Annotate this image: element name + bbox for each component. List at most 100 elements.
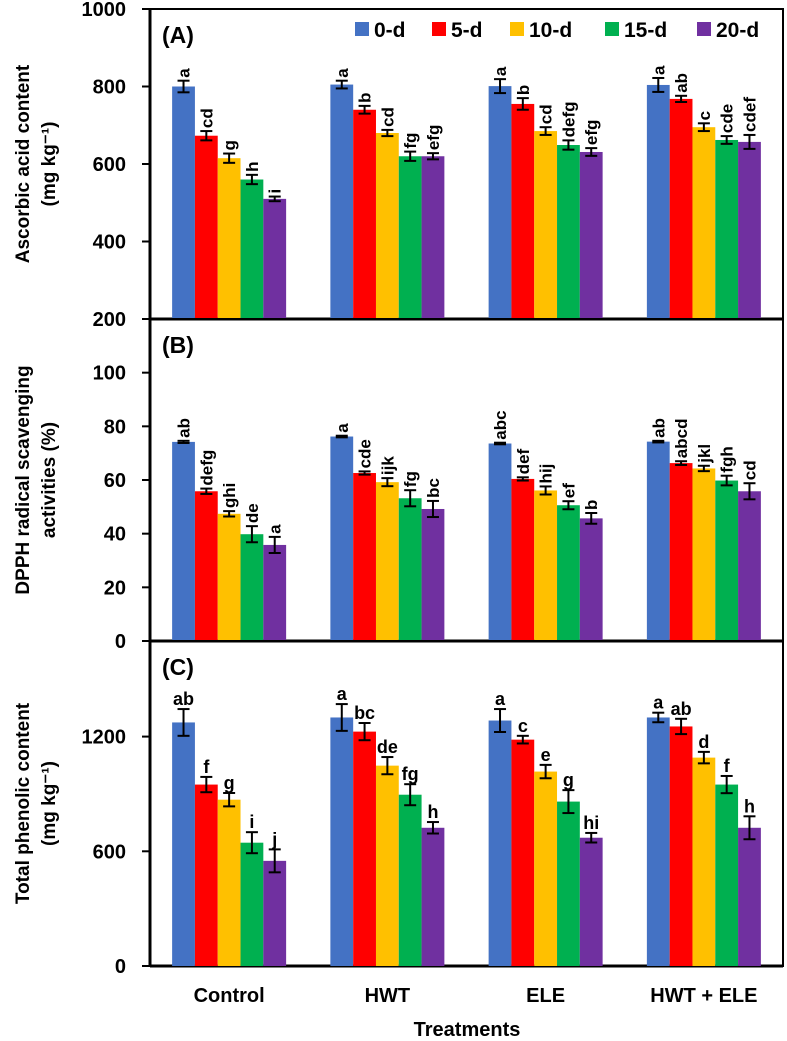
significance-letter: i [249,812,254,832]
bar [488,720,512,966]
significance-letter: efg [582,120,601,146]
panel-label: (B) [162,332,194,358]
y-tick-label: 0 [115,631,126,653]
bar [421,156,445,319]
bar [217,799,241,966]
significance-letter: a [649,65,668,75]
significance-letter: g [224,773,235,793]
bar [715,480,739,641]
significance-letter: h [243,161,262,171]
y-axis-title: DPPH radical scavenging [13,365,34,594]
bar [534,131,558,319]
bar [330,84,354,319]
bar [579,151,603,319]
significance-letter: f [203,757,210,777]
bar [240,179,264,319]
significance-letter: fg [401,471,420,487]
bar [172,722,195,966]
bar [669,98,693,320]
panel-label: (C) [162,654,194,680]
x-tick-label: ELE [526,985,565,1007]
significance-letter: fgh [718,446,737,472]
bar [715,139,739,319]
y-tick-label: 40 [104,524,126,546]
significance-letter: g [220,140,239,150]
bar [375,133,399,319]
legend-swatch [510,22,524,36]
bar [557,801,580,966]
significance-letter: b [514,85,533,95]
significance-letter: hij [537,464,556,484]
bar [534,490,558,641]
significance-letter: defg [559,101,578,137]
bar [375,765,399,966]
x-axis-title: Treatments [414,1019,521,1036]
bar [263,860,287,966]
bar [240,534,264,641]
y-tick-label: 600 [93,841,126,863]
significance-letter: d [698,732,709,752]
bar [646,441,670,641]
y-tick-label: 200 [93,309,126,331]
bar [511,478,535,641]
bar [398,156,422,319]
significance-letter: ab [649,418,668,438]
significance-letter: ghi [220,483,239,509]
y-tick-label: 100 [93,363,126,385]
significance-letter: cdef [740,97,759,132]
bar [375,482,399,641]
significance-letter: a [333,423,352,433]
significance-letter: j [271,829,277,849]
y-tick-label: 1000 [82,0,127,21]
bar [557,505,580,641]
significance-letter: ab [175,418,194,438]
y-tick-label: 600 [93,154,126,176]
significance-letter: a [495,689,506,709]
legend-label: 10-d [529,19,572,42]
y-tick-label: 1200 [82,727,127,749]
significance-letter: g [563,770,574,790]
significance-letter: h [427,802,438,822]
significance-letter: abcd [672,419,691,459]
significance-letter: a [653,693,664,713]
significance-letter: ab [672,73,691,93]
bar [421,508,445,641]
bar [421,827,445,966]
bar [715,784,739,966]
y-tick-label: 20 [104,577,126,599]
y-axis-title-unit: (mg kg⁻¹) [39,761,60,846]
significance-letter: a [266,524,285,534]
bar [692,757,716,966]
bar [646,717,670,966]
panel-label: (A) [162,22,194,48]
bar [669,463,693,641]
significance-letter: bc [354,703,375,723]
significance-letter: jkl [695,444,714,464]
y-tick-label: 400 [93,232,126,254]
significance-letter: cd [740,460,759,480]
significance-letter: ef [559,483,578,498]
x-tick-label: HWT + ELE [650,985,757,1007]
legend-swatch [697,22,711,36]
bar [692,468,716,641]
significance-letter: e [541,745,551,765]
bar [353,731,376,966]
significance-letter: ab [173,689,194,709]
legend-swatch [432,22,446,36]
significance-letter: cde [718,104,737,133]
legend-label: 0-d [374,19,406,42]
significance-letter: cd [537,104,556,124]
y-tick-label: 80 [104,416,126,438]
significance-letter: c [695,111,714,120]
significance-letter: efg [424,125,443,151]
bar [330,717,354,966]
x-tick-label: HWT [365,985,411,1007]
bar [669,726,693,966]
significance-letter: a [333,68,352,78]
significance-letter: def [514,448,533,474]
significance-letter: hi [583,813,599,833]
significance-letter: ijk [378,456,397,475]
bar [217,513,241,641]
significance-letter: b [356,92,375,102]
